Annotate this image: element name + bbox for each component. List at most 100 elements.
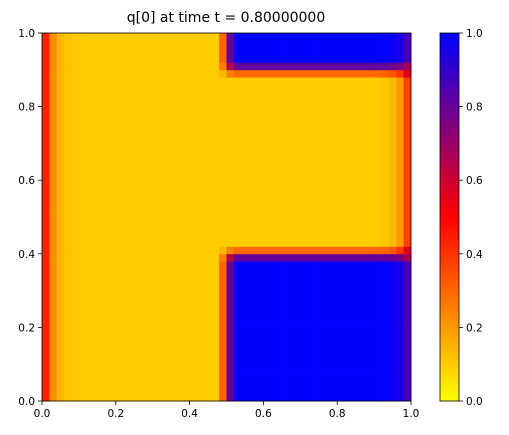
- heatmap-cell: [322, 47, 331, 56]
- heatmap-cell: [174, 55, 183, 63]
- heatmap-cell: [381, 165, 390, 174]
- heatmap-cell: [145, 180, 154, 188]
- heatmap-cell: [344, 312, 353, 321]
- heatmap-cell: [307, 136, 316, 144]
- heatmap-cell: [93, 327, 102, 336]
- heatmap-cell: [71, 69, 80, 78]
- heatmap-cell: [115, 194, 124, 203]
- heatmap-cell: [248, 364, 257, 372]
- heatmap-cell: [337, 40, 345, 49]
- heatmap-cell: [315, 106, 323, 115]
- heatmap-cell: [160, 386, 168, 395]
- heatmap-cell: [403, 69, 412, 78]
- heatmap-cell: [300, 305, 309, 314]
- heatmap-cell: [307, 253, 316, 262]
- heatmap-cell: [49, 268, 58, 277]
- heatmap-cell: [115, 158, 124, 166]
- heatmap-cell: [256, 113, 264, 122]
- heatmap-cell: [115, 378, 124, 387]
- heatmap-cell: [219, 290, 227, 299]
- heatmap-cell: [403, 334, 412, 343]
- heatmap-cell: [182, 33, 190, 41]
- heatmap-cell: [189, 150, 198, 159]
- heatmap-cell: [366, 165, 375, 174]
- heatmap-cell: [374, 194, 382, 203]
- heatmap-cell: [174, 128, 183, 137]
- heatmap-cell: [226, 342, 235, 350]
- heatmap-cell: [137, 180, 146, 188]
- heatmap-cell: [101, 253, 109, 262]
- heatmap-cell: [160, 33, 168, 41]
- heatmap-cell: [374, 91, 382, 100]
- heatmap-cell: [115, 297, 124, 306]
- heatmap-cell: [388, 121, 397, 130]
- heatmap-cell: [93, 253, 102, 262]
- heatmap-cell: [344, 239, 353, 247]
- heatmap-cell: [270, 342, 279, 350]
- heatmap-cell: [351, 268, 360, 277]
- heatmap-cell: [174, 312, 183, 321]
- heatmap-cell: [233, 187, 242, 196]
- heatmap-cell: [263, 55, 272, 63]
- heatmap-cell: [241, 275, 250, 284]
- heatmap-cell: [174, 239, 183, 247]
- heatmap-cell: [226, 334, 235, 343]
- heatmap-cell: [248, 33, 257, 41]
- heatmap-cell: [174, 275, 183, 284]
- heatmap-cell: [130, 69, 139, 78]
- heatmap-cell: [64, 275, 72, 284]
- heatmap-cell: [270, 165, 279, 174]
- heatmap-cell: [226, 113, 235, 122]
- heatmap-cell: [108, 69, 117, 78]
- heatmap-cell: [137, 320, 146, 328]
- heatmap-cell: [86, 261, 95, 269]
- heatmap-cell: [241, 40, 250, 49]
- heatmap-cell: [71, 84, 80, 93]
- heatmap-cell: [115, 356, 124, 365]
- heatmap-cell: [270, 180, 279, 188]
- heatmap-cell: [359, 47, 368, 56]
- heatmap-cell: [182, 224, 190, 233]
- heatmap-cell: [248, 283, 257, 291]
- heatmap-cell: [359, 106, 368, 115]
- heatmap-cell: [256, 268, 264, 277]
- heatmap-cell: [145, 290, 154, 299]
- heatmap-cell: [49, 305, 58, 314]
- heatmap-cell: [351, 393, 360, 402]
- heatmap-cell: [329, 246, 338, 255]
- heatmap-cell: [292, 261, 301, 269]
- heatmap-cell: [108, 77, 117, 85]
- heatmap-cell: [403, 312, 412, 321]
- heatmap-cell: [137, 40, 146, 49]
- heatmap-cell: [167, 121, 176, 130]
- heatmap-cell: [182, 84, 190, 93]
- heatmap-cell: [204, 327, 213, 336]
- heatmap-cell: [374, 187, 382, 196]
- heatmap-cell: [101, 202, 109, 211]
- heatmap-cell: [329, 261, 338, 269]
- heatmap-cell: [292, 62, 301, 71]
- heatmap-cell: [388, 386, 397, 395]
- heatmap-cell: [248, 349, 257, 358]
- heatmap-cell: [93, 33, 102, 41]
- heatmap-cell: [292, 33, 301, 41]
- heatmap-cell: [123, 224, 131, 233]
- heatmap-cell: [182, 378, 190, 387]
- heatmap-cell: [93, 342, 102, 350]
- heatmap-cell: [263, 33, 272, 41]
- heatmap-cell: [64, 136, 72, 144]
- heatmap-cell: [322, 143, 331, 152]
- heatmap-cell: [42, 327, 50, 336]
- heatmap-cell: [123, 158, 131, 166]
- heatmap-cell: [366, 187, 375, 196]
- heatmap-cell: [160, 77, 168, 85]
- heatmap-cell: [403, 47, 412, 56]
- heatmap-cell: [137, 194, 146, 203]
- heatmap-cell: [285, 55, 294, 63]
- heatmap-cell: [78, 378, 87, 387]
- heatmap-cell: [123, 77, 131, 85]
- heatmap-cell: [86, 47, 95, 56]
- heatmap-cell: [93, 364, 102, 372]
- heatmap-cell: [366, 55, 375, 63]
- heatmap-cell: [374, 356, 382, 365]
